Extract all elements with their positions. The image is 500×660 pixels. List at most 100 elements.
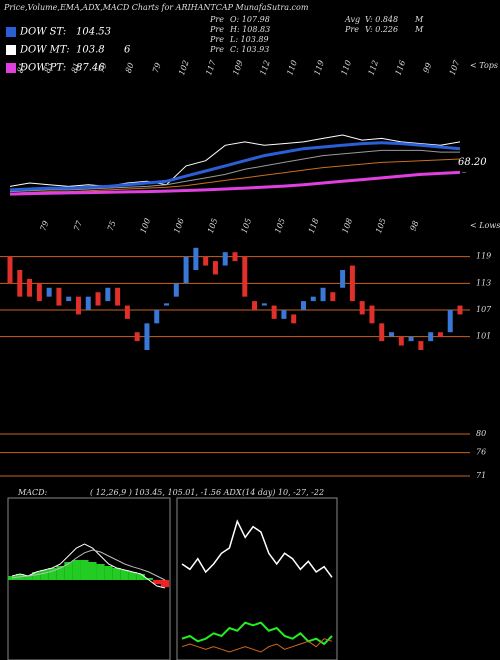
candle-body — [340, 270, 346, 288]
y-tick-label: 113 — [476, 278, 491, 287]
candle-body — [134, 332, 140, 342]
histogram-bar — [24, 575, 33, 580]
candle-body — [252, 301, 258, 310]
volume-label: Pre — [344, 25, 359, 34]
legend-swatch — [6, 27, 16, 37]
candle-body — [457, 305, 463, 315]
candle-body — [349, 265, 355, 302]
candle-body — [212, 261, 218, 275]
volume-label: Avg — [344, 15, 360, 24]
stat-value: L: 103.89 — [229, 35, 269, 44]
rotated-label: 80 — [124, 62, 136, 75]
candle-body — [232, 252, 238, 262]
candle-body — [418, 341, 424, 350]
candle-body — [281, 310, 287, 319]
histogram-bar — [144, 578, 153, 580]
rotated-label: 83 — [43, 62, 55, 75]
panel-title: (14 day) 10, -27, -22 — [242, 488, 324, 497]
candle-body — [242, 256, 248, 297]
volume-value: V: 0.226 — [365, 25, 398, 34]
histogram-bar — [72, 560, 81, 580]
legend-value: 104.53 — [76, 27, 111, 38]
series-line — [181, 621, 333, 646]
candle-body — [359, 301, 365, 315]
candle-body — [320, 287, 326, 302]
series-line — [9, 141, 461, 192]
rotated-label: 81 — [16, 62, 28, 75]
candle-body — [7, 256, 13, 284]
candle-body — [271, 305, 277, 319]
histogram-bar — [104, 566, 113, 580]
histogram-bar — [80, 560, 89, 580]
series-line — [9, 158, 461, 194]
series-line — [9, 170, 461, 196]
candle-body — [173, 283, 179, 297]
histogram-bar — [152, 580, 161, 584]
candle-body — [46, 287, 52, 297]
histogram-bar — [96, 564, 105, 580]
histogram-bar — [128, 572, 137, 580]
y2-tick-label: 76 — [476, 448, 486, 457]
stat-label: Pre — [209, 35, 224, 44]
candle-body — [447, 310, 453, 333]
candle-body — [291, 314, 297, 324]
histogram-bar — [48, 568, 57, 580]
candle-body — [124, 305, 130, 319]
candle-body — [222, 252, 228, 266]
series-line — [9, 134, 461, 187]
histogram-bar — [120, 570, 129, 580]
adx-frame — [176, 497, 338, 660]
y2-tick-label: 71 — [476, 471, 486, 480]
rotated-label: 98 — [409, 220, 421, 233]
stat-label: Pre — [209, 45, 224, 54]
histogram-bar — [32, 572, 41, 580]
legend-label: DOW PT: — [19, 63, 66, 74]
series-line — [181, 519, 333, 578]
candle-body — [36, 283, 42, 302]
stat-label: Pre — [209, 25, 224, 34]
histogram-bar — [112, 568, 121, 580]
candle-body — [300, 301, 306, 310]
candle-body — [27, 278, 33, 297]
histogram-bar — [40, 570, 49, 580]
page-title: Price,Volume,EMA,ADX,MACD Charts for ARI… — [3, 3, 309, 12]
candle-body — [56, 287, 62, 306]
candle-body — [203, 256, 209, 266]
candle-body — [379, 323, 385, 342]
series-line — [181, 638, 333, 653]
stat-label: Pre — [209, 15, 224, 24]
rotated-label: 75 — [106, 220, 118, 233]
rotated-label: 81 — [70, 62, 82, 75]
volume-value: V: 0.848 — [365, 15, 398, 24]
histogram-bar — [136, 574, 145, 580]
histogram-bar — [56, 566, 65, 580]
candle-body — [369, 305, 375, 324]
series-line — [11, 549, 166, 581]
candle-body — [105, 287, 111, 302]
panel-title: MACD: — [17, 488, 48, 497]
row-tag: < Lows — [470, 221, 500, 230]
stat-value: H: 108.83 — [229, 25, 270, 34]
y-tick-label: 107 — [476, 305, 492, 314]
candle-body — [193, 247, 199, 270]
series-line — [11, 543, 166, 589]
volume-unit: M — [414, 25, 424, 34]
candle-body — [408, 336, 414, 342]
rotated-label: 77 — [72, 219, 84, 232]
candle-body — [398, 336, 404, 346]
legend-label: DOW ST: — [19, 27, 66, 38]
candle-body — [85, 296, 91, 310]
legend-swatch — [6, 45, 16, 55]
volume-unit: M — [414, 15, 424, 24]
candle-body — [428, 332, 434, 342]
candle-body — [164, 303, 170, 306]
rotated-label: 79 — [39, 220, 51, 233]
rotated-label: 79 — [97, 62, 109, 75]
candle-body — [330, 292, 336, 302]
legend-swatch — [6, 63, 16, 73]
legend-label: DOW MT: — [19, 45, 70, 56]
candle-body — [75, 296, 81, 315]
y-tick-label: 101 — [476, 332, 491, 341]
